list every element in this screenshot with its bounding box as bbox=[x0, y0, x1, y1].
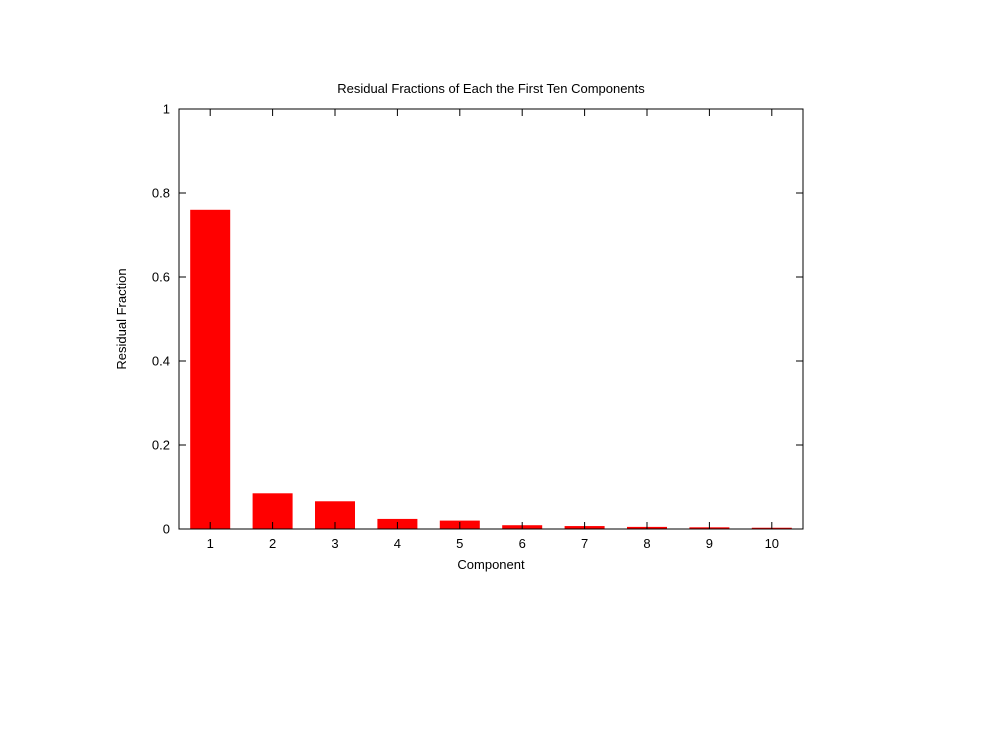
bars-group bbox=[190, 209, 792, 530]
y-tick-label: 1 bbox=[163, 102, 170, 117]
x-tick-label: 7 bbox=[581, 536, 588, 551]
y-tick-label: 0.4 bbox=[152, 354, 170, 369]
x-tick-label: 3 bbox=[331, 536, 338, 551]
x-tick-label: 8 bbox=[643, 536, 650, 551]
y-tick-label: 0.8 bbox=[152, 186, 170, 201]
x-tick-label: 9 bbox=[706, 536, 713, 551]
bar-component-1 bbox=[190, 209, 231, 530]
y-tick-label: 0.6 bbox=[152, 270, 170, 285]
x-tick-label: 4 bbox=[394, 536, 401, 551]
y-tick-label: 0 bbox=[163, 522, 170, 537]
x-tick-label: 2 bbox=[269, 536, 276, 551]
plot-frame bbox=[178, 108, 804, 530]
x-tick-label: 1 bbox=[207, 536, 214, 551]
x-tick-label: 6 bbox=[519, 536, 526, 551]
chart-title: Residual Fractions of Each the First Ten… bbox=[337, 81, 645, 96]
y-axis-label: Residual Fraction bbox=[114, 268, 129, 369]
y-tick-label: 0.2 bbox=[152, 438, 170, 453]
x-tick-label: 5 bbox=[456, 536, 463, 551]
x-tick-label: 10 bbox=[765, 536, 779, 551]
ticks-group: 1 2 3 4 5 6 7 8 9 10 0 0.2 0.4 0.6 0.8 1 bbox=[152, 102, 803, 551]
x-axis-label: Component bbox=[457, 557, 525, 572]
